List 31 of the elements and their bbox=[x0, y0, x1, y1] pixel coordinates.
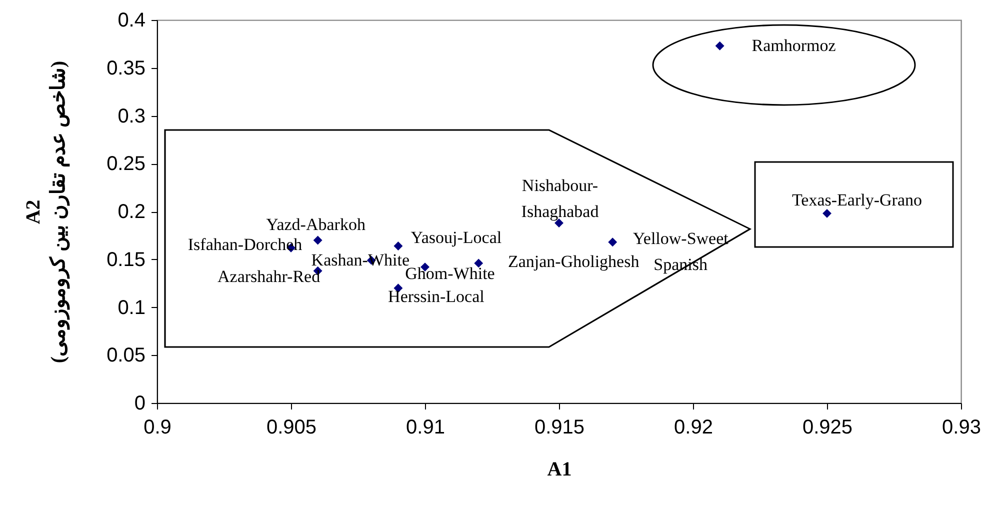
annotation: Ramhormoz bbox=[752, 36, 836, 55]
y-tick-label: 0.1 bbox=[118, 296, 146, 319]
annotation: Zanjan-Gholighesh bbox=[508, 252, 640, 272]
annotation: Texas-Early-Grano bbox=[792, 190, 922, 210]
x-tick-label: 0.925 bbox=[802, 416, 853, 438]
y-tick-label: 0.35 bbox=[106, 57, 146, 80]
x-axis-title: A1 bbox=[547, 458, 572, 480]
x-tick-label: 0.915 bbox=[534, 416, 585, 438]
y-tick-label: 0.15 bbox=[106, 248, 146, 271]
annotation: Isfahan-Dorcheh bbox=[188, 234, 303, 254]
point bbox=[313, 236, 322, 245]
annotation: Nishabour- Ishaghabad bbox=[521, 176, 600, 221]
x-tick-label: 0.93 bbox=[942, 416, 981, 438]
y-tick-label: 0.25 bbox=[106, 153, 146, 176]
x-tick-label: 0.905 bbox=[266, 416, 317, 438]
x-tick-label: 0.92 bbox=[674, 416, 713, 438]
y-tick-label: 0.05 bbox=[106, 344, 146, 367]
point bbox=[394, 242, 403, 250]
y-tick-label: 0.3 bbox=[118, 105, 146, 128]
y-tick-label: 0.4 bbox=[118, 10, 146, 32]
x-tick-label: 0.91 bbox=[406, 416, 445, 438]
point bbox=[608, 238, 618, 247]
point bbox=[715, 41, 724, 50]
y-tick-label: 0.2 bbox=[118, 201, 146, 223]
x-tick-label: 0.9 bbox=[144, 416, 172, 438]
y-tick-label: 0 bbox=[134, 392, 146, 414]
annotation: Azarshahr-Red bbox=[218, 266, 321, 286]
annotation: Herssin-Local bbox=[388, 287, 485, 306]
annotation: Yazd-Abarkoh bbox=[266, 215, 366, 234]
annotation: Ghom-White bbox=[405, 264, 495, 284]
annotation: Yasouj-Local bbox=[410, 228, 502, 247]
